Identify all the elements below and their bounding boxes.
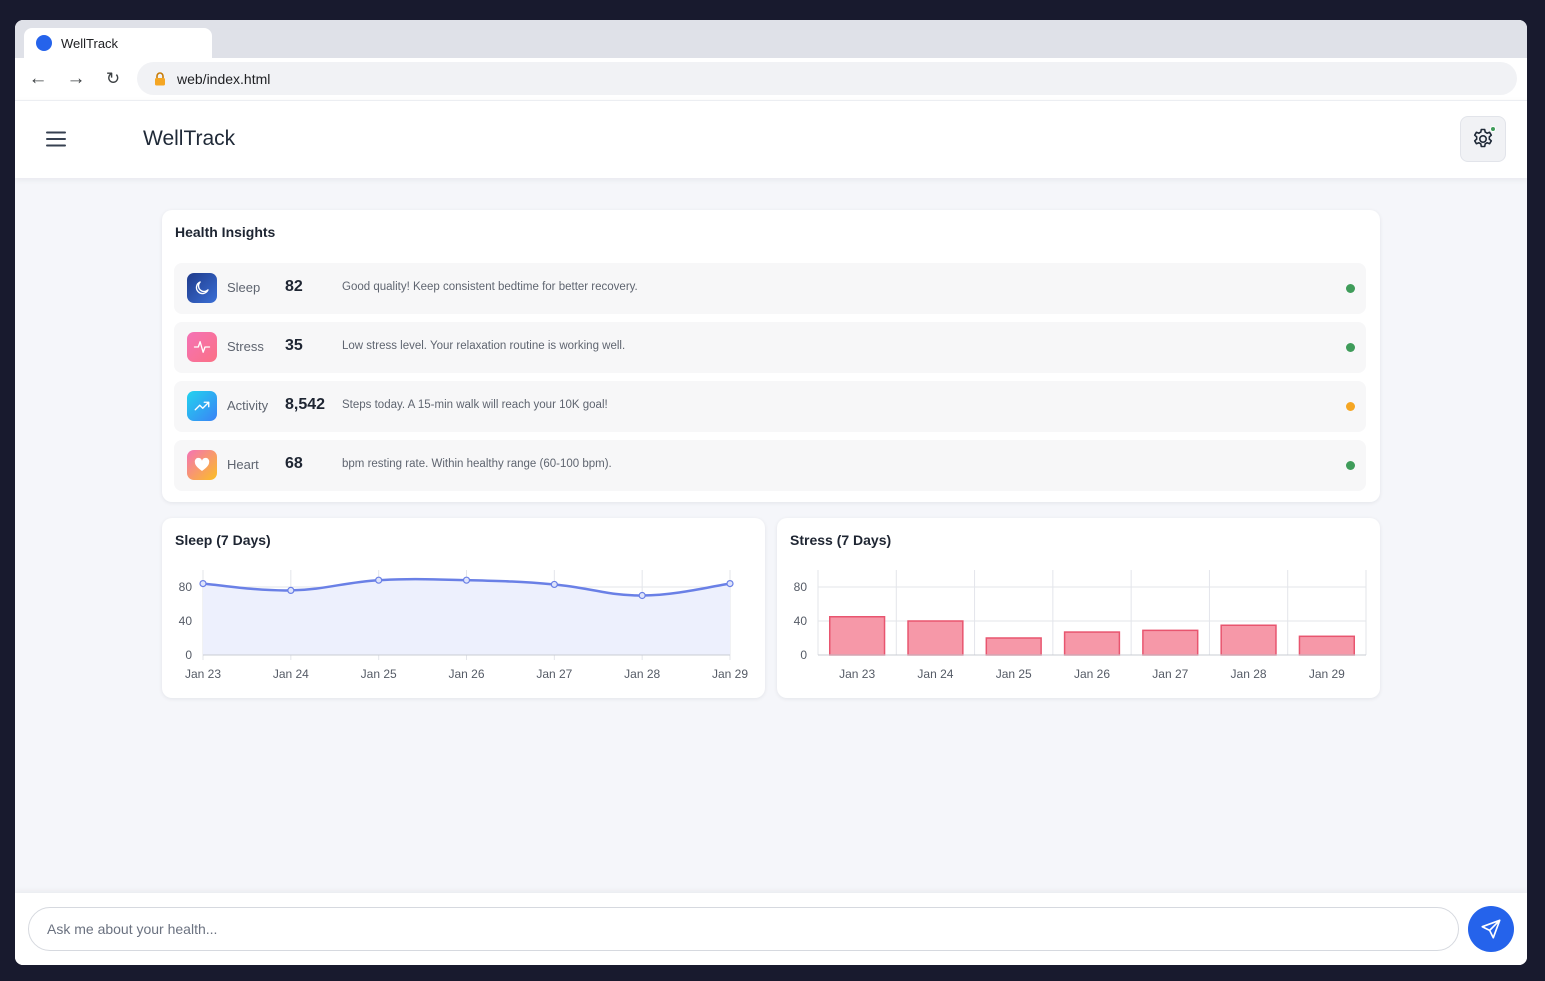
health-insights-title: Health Insights [175, 224, 276, 240]
chat-input[interactable] [28, 907, 1459, 951]
address-bar[interactable]: web/index.html [137, 62, 1517, 95]
sleep-data-point [638, 591, 646, 600]
hamburger-menu-icon[interactable] [44, 127, 68, 151]
trending-up-icon [187, 391, 217, 421]
stress-chart-card: 0 40 80 Jan 23 Jan 24 Jan 25 Jan 26 Jan 27 Jan 2… [777, 518, 1380, 698]
insight-value: 68 [285, 455, 303, 472]
insight-row-heart[interactable]: Heart 68 bpm resting rate. Within health… [174, 440, 1366, 491]
x-tick-label: Jan 27 [536, 667, 572, 681]
y-tick-label: 0 [800, 648, 807, 662]
x-tick-label: Jan 25 [996, 667, 1032, 681]
insight-label: Stress [227, 339, 264, 354]
send-button[interactable] [1468, 906, 1514, 952]
insight-value: 82 [285, 278, 303, 295]
y-tick-label: 80 [179, 580, 193, 594]
favicon-icon [36, 35, 52, 51]
app-title: WellTrack [143, 127, 236, 150]
url-text: web/index.html [177, 70, 271, 87]
x-tick-label: Jan 28 [624, 667, 660, 681]
status-dot [1346, 402, 1355, 411]
x-tick-label: Jan 27 [1152, 667, 1188, 681]
insight-message: bpm resting rate. Within healthy range (… [342, 458, 612, 470]
insight-row-stress[interactable]: Stress 35 Low stress level. Your relaxat… [174, 322, 1366, 373]
sleep-chart-title: Sleep (7 Days) [175, 532, 271, 548]
x-tick-label: Jan 28 [1231, 667, 1267, 681]
stress-bar [1142, 629, 1199, 656]
x-tick-label: Jan 26 [448, 667, 484, 681]
x-tick-label: Jan 24 [917, 667, 953, 681]
sleep-data-point [462, 576, 471, 584]
stress-bar [907, 620, 964, 656]
sleep-data-point [199, 579, 207, 588]
stress-bar [1220, 624, 1277, 656]
y-tick-label: 80 [794, 580, 808, 594]
x-tick-label: Jan 23 [839, 667, 875, 681]
heart-icon [187, 450, 217, 480]
y-tick-label: 0 [185, 648, 192, 662]
forward-button[interactable]: → [66, 68, 86, 89]
x-tick-label: Jan 23 [185, 667, 221, 681]
browser-tab[interactable]: WellTrack [24, 28, 212, 58]
status-dot [1346, 461, 1355, 470]
x-tick-label: Jan 24 [273, 667, 309, 681]
insight-message: Low stress level. Your relaxation routin… [342, 340, 626, 352]
tab-strip: WellTrack [15, 20, 1527, 58]
stress-chart-title: Stress (7 Days) [790, 532, 892, 548]
insight-value: 8,542 [285, 396, 326, 413]
status-dot [1346, 284, 1355, 293]
insight-label: Activity [227, 398, 269, 413]
lock-icon [153, 71, 167, 86]
insight-label: Sleep [227, 280, 261, 295]
y-tick-label: 40 [179, 614, 193, 628]
moon-icon [187, 273, 217, 303]
tab-title: WellTrack [61, 35, 119, 51]
insight-value: 35 [285, 337, 303, 354]
sleep-chart-card: 0 40 80 Jan 23 Jan 24 Jan 25 Jan 26 Jan 27 Jan 2… [162, 518, 765, 698]
x-tick-label: Jan 29 [712, 667, 748, 681]
stress-bar-chart: 0 40 80 Jan 23 Jan 24 Jan 25 Jan 26 Jan 27 Jan 2… [794, 570, 1367, 681]
app-header: WellTrack [15, 100, 1527, 178]
y-tick-label: 40 [794, 614, 808, 628]
stress-bar [985, 637, 1042, 656]
sleep-line-chart: 0 40 80 Jan 23 Jan 24 Jan 25 Jan 26 Jan 27 Jan 2… [179, 570, 748, 681]
chat-bar [15, 893, 1527, 965]
status-dot [1346, 343, 1355, 352]
insight-label: Heart [227, 457, 259, 472]
stress-bar [828, 616, 886, 656]
back-button[interactable]: ← [28, 68, 48, 89]
sleep-data-point [375, 576, 383, 584]
sleep-area-fill [203, 579, 730, 655]
send-icon [1481, 919, 1501, 939]
insight-message: Steps today. A 15-min walk will reach yo… [342, 399, 608, 411]
health-insights-card: Health Insights Sleep 82 Good quality! K… [162, 210, 1380, 502]
stress-bar [1063, 631, 1121, 656]
insight-message: Good quality! Keep consistent bedtime fo… [342, 281, 638, 293]
x-tick-label: Jan 29 [1309, 667, 1345, 681]
x-tick-label: Jan 26 [1074, 667, 1110, 681]
pulse-icon [187, 332, 217, 362]
stress-bar [1298, 635, 1356, 656]
browser-toolbar: ← → ↻ web/index.html [15, 58, 1527, 100]
sleep-data-point [726, 579, 734, 588]
insight-row-sleep[interactable]: Sleep 82 Good quality! Keep consistent b… [174, 263, 1366, 314]
insight-row-activity[interactable]: Activity 8,542 Steps today. A 15-min wal… [174, 381, 1366, 432]
settings-status-dot [1490, 126, 1496, 132]
browser-window: WellTrack ← → ↻ web/index.html WellTrack [15, 20, 1527, 965]
sleep-data-point [550, 580, 558, 589]
reload-button[interactable]: ↻ [105, 69, 121, 88]
x-tick-label: Jan 25 [361, 667, 397, 681]
settings-button[interactable] [1460, 116, 1506, 162]
gear-icon [1473, 128, 1493, 148]
sleep-data-point [287, 586, 295, 595]
